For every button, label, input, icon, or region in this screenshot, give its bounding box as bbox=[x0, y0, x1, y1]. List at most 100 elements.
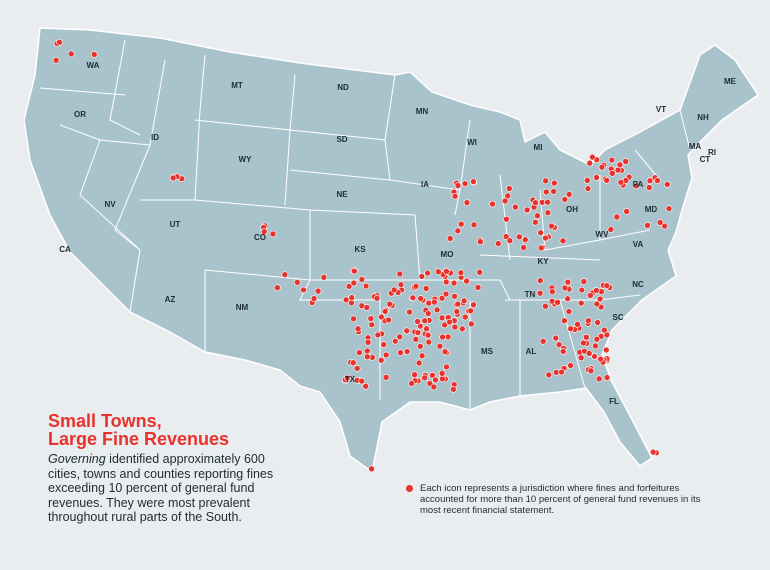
jurisdiction-marker bbox=[406, 308, 413, 316]
jurisdiction-marker bbox=[362, 282, 370, 290]
jurisdiction-marker bbox=[565, 191, 573, 198]
jurisdiction-marker bbox=[457, 220, 465, 228]
jurisdiction-marker bbox=[613, 213, 621, 221]
jurisdiction-marker bbox=[439, 375, 446, 383]
jurisdiction-marker bbox=[663, 181, 671, 188]
jurisdiction-marker bbox=[52, 56, 60, 64]
jurisdiction-marker bbox=[645, 184, 653, 191]
jurisdiction-marker bbox=[661, 222, 668, 230]
jurisdiction-marker bbox=[350, 279, 358, 287]
state-label: RI bbox=[708, 148, 716, 157]
state-label: KY bbox=[537, 257, 549, 266]
jurisdiction-marker bbox=[409, 294, 417, 302]
jurisdiction-marker bbox=[555, 341, 563, 348]
jurisdiction-marker bbox=[593, 300, 601, 308]
jurisdiction-marker bbox=[593, 335, 601, 343]
state-label: WA bbox=[87, 61, 100, 70]
state-label: ME bbox=[724, 77, 737, 86]
jurisdiction-marker bbox=[542, 177, 549, 185]
jurisdiction-marker bbox=[474, 284, 482, 291]
jurisdiction-marker bbox=[548, 297, 556, 305]
jurisdiction-marker bbox=[470, 178, 477, 185]
jurisdiction-marker bbox=[363, 304, 371, 311]
jurisdiction-marker bbox=[501, 197, 509, 205]
jurisdiction-marker bbox=[397, 281, 405, 288]
jurisdiction-marker bbox=[534, 212, 541, 220]
jurisdiction-marker bbox=[592, 342, 599, 350]
jurisdiction-marker bbox=[363, 347, 371, 355]
jurisdiction-marker bbox=[320, 274, 328, 281]
jurisdiction-marker bbox=[454, 182, 462, 189]
title: Small Towns, Large Fine Revenues bbox=[48, 412, 229, 448]
jurisdiction-marker bbox=[561, 196, 569, 203]
jurisdiction-marker bbox=[348, 294, 356, 301]
jurisdiction-marker bbox=[382, 374, 390, 381]
jurisdiction-marker bbox=[438, 294, 446, 302]
jurisdiction-marker bbox=[382, 351, 390, 359]
jurisdiction-marker bbox=[548, 288, 556, 295]
jurisdiction-marker bbox=[169, 174, 177, 182]
jurisdiction-marker bbox=[649, 448, 657, 456]
jurisdiction-marker bbox=[543, 188, 550, 196]
jurisdiction-marker bbox=[414, 329, 422, 336]
jurisdiction-marker bbox=[432, 376, 439, 384]
jurisdiction-marker bbox=[577, 299, 585, 307]
jurisdiction-marker bbox=[559, 237, 567, 245]
jurisdiction-marker bbox=[356, 349, 363, 356]
jurisdiction-marker bbox=[601, 326, 608, 334]
jurisdiction-marker bbox=[386, 300, 393, 308]
jurisdiction-marker bbox=[433, 306, 441, 314]
state-label: NH bbox=[697, 113, 709, 122]
jurisdiction-marker bbox=[310, 295, 318, 302]
jurisdiction-marker bbox=[580, 278, 588, 285]
jurisdiction-marker bbox=[451, 323, 459, 331]
jurisdiction-marker bbox=[603, 374, 611, 381]
jurisdiction-marker bbox=[536, 277, 544, 284]
jurisdiction-marker bbox=[644, 222, 651, 229]
state-label: MI bbox=[534, 143, 543, 152]
jurisdiction-marker bbox=[90, 51, 98, 58]
state-label: MD bbox=[645, 205, 658, 214]
jurisdiction-marker bbox=[548, 222, 555, 230]
legend-marker bbox=[406, 485, 413, 492]
jurisdiction-marker bbox=[422, 285, 430, 292]
jurisdiction-marker bbox=[585, 317, 592, 324]
jurisdiction-marker bbox=[385, 316, 392, 324]
jurisdiction-marker bbox=[520, 244, 527, 251]
jurisdiction-marker bbox=[416, 343, 424, 350]
jurisdiction-marker bbox=[418, 352, 426, 359]
state-label: OH bbox=[566, 205, 578, 214]
jurisdiction-marker bbox=[593, 287, 600, 294]
jurisdiction-marker bbox=[274, 284, 281, 292]
jurisdiction-marker bbox=[342, 296, 350, 304]
jurisdiction-marker bbox=[397, 349, 404, 356]
us-outline bbox=[23, 27, 760, 474]
description-text: identified approximately 600 cities, tow… bbox=[48, 452, 274, 524]
jurisdiction-marker bbox=[532, 199, 539, 207]
jurisdiction-marker bbox=[380, 341, 387, 348]
jurisdiction-marker bbox=[429, 372, 436, 379]
jurisdiction-marker bbox=[470, 301, 477, 309]
jurisdiction-marker bbox=[344, 374, 351, 382]
jurisdiction-marker bbox=[294, 278, 301, 286]
jurisdiction-marker bbox=[558, 368, 565, 376]
jurisdiction-marker bbox=[435, 268, 442, 276]
state-label: ID bbox=[151, 133, 159, 142]
jurisdiction-marker bbox=[593, 174, 600, 181]
jurisdiction-marker bbox=[565, 308, 573, 315]
jurisdiction-marker bbox=[595, 375, 603, 383]
jurisdiction-marker bbox=[446, 235, 454, 242]
jurisdiction-marker bbox=[390, 286, 398, 294]
jurisdiction-marker bbox=[516, 233, 523, 241]
jurisdiction-marker bbox=[461, 180, 469, 187]
state-label: AZ bbox=[165, 295, 176, 304]
jurisdiction-marker bbox=[494, 240, 502, 247]
jurisdiction-marker bbox=[468, 320, 475, 328]
jurisdiction-marker bbox=[418, 273, 426, 280]
jurisdiction-marker bbox=[597, 355, 604, 363]
jurisdiction-marker bbox=[463, 277, 470, 285]
jurisdiction-marker bbox=[577, 354, 585, 362]
state-label: TN bbox=[525, 290, 536, 299]
jurisdiction-marker bbox=[431, 298, 438, 306]
jurisdiction-marker bbox=[417, 295, 424, 302]
